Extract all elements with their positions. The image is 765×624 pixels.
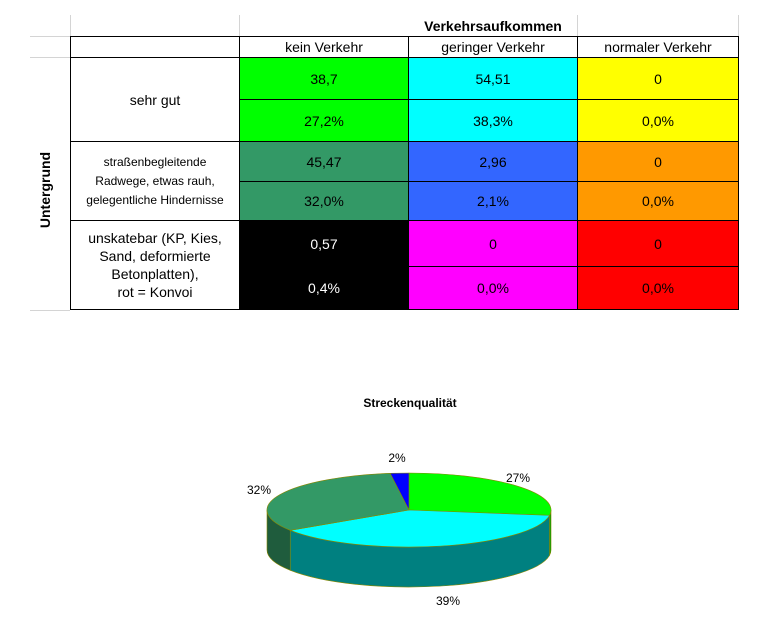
pie-data-label: 39% xyxy=(436,594,460,608)
row-label-line: unskatebar (KP, Kies, xyxy=(88,230,222,246)
gridline xyxy=(70,15,71,36)
gridline xyxy=(577,15,578,36)
pie-data-label: 2% xyxy=(388,451,406,465)
percent-cell: 0,4% xyxy=(239,266,409,310)
value-cell: 0,57 xyxy=(239,220,409,267)
percent-cell: 0,0% xyxy=(577,266,739,310)
row-label-line: gelegentliche Hindernisse xyxy=(86,192,224,207)
percent-cell: 0,0% xyxy=(577,181,739,221)
row-label-line: Sand, deformierte xyxy=(99,248,211,264)
pie-slice xyxy=(389,472,410,511)
gridline xyxy=(30,310,70,311)
gridline xyxy=(30,57,70,58)
pie-slice xyxy=(408,472,552,516)
row-label-line: rot = Konvoi xyxy=(117,284,193,300)
percent-cell: 38,3% xyxy=(408,99,578,142)
pie-data-label: 32% xyxy=(247,483,271,497)
gridline xyxy=(239,15,240,36)
table-title: Verkehrsaufkommen xyxy=(424,17,562,34)
value-cell: 0 xyxy=(577,141,739,182)
pie-slice xyxy=(266,473,410,531)
value-cell: 54,51 xyxy=(408,57,578,100)
percent-cell: 32,0% xyxy=(239,181,409,221)
percent-cell: 0,0% xyxy=(408,266,578,310)
row-label-line: Radwege, etwas rauh, xyxy=(95,173,215,188)
row-label-line: Betonplatten), xyxy=(111,266,199,282)
pie-data-label: 27% xyxy=(506,471,530,485)
value-cell: 2,96 xyxy=(408,141,578,182)
percent-cell: 2,1% xyxy=(408,181,578,221)
value-cell: 38,7 xyxy=(239,57,409,100)
row-label-line: straßenbegleitende xyxy=(103,154,207,169)
value-cell: 0 xyxy=(577,57,739,100)
chart-title: Streckenqualität xyxy=(363,396,457,410)
value-cell: 0 xyxy=(577,220,739,267)
row-label: unskatebar (KP, Kies, Sand, deformierte … xyxy=(70,220,240,310)
